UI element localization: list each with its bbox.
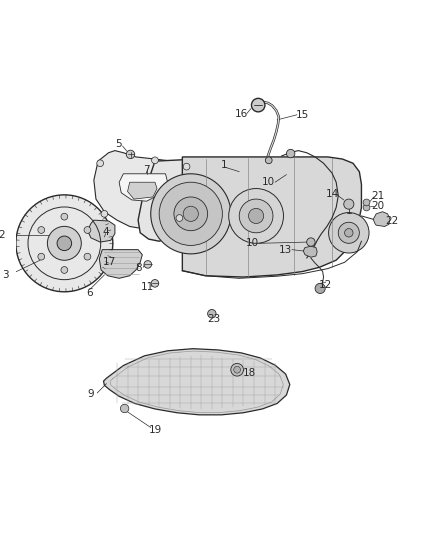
Circle shape [174,197,208,231]
Circle shape [338,222,359,244]
Text: 12: 12 [319,280,332,290]
Circle shape [152,157,158,164]
Circle shape [229,189,283,244]
Circle shape [286,149,295,158]
Circle shape [183,206,198,221]
Circle shape [38,227,45,233]
Circle shape [239,199,273,233]
Text: 14: 14 [325,189,339,199]
Text: 7: 7 [143,165,150,175]
Circle shape [120,405,129,413]
Text: 5: 5 [115,139,122,149]
Polygon shape [119,174,168,201]
Polygon shape [303,246,317,257]
Text: 23: 23 [207,314,221,324]
Text: 1: 1 [221,160,228,171]
Circle shape [315,284,325,294]
Text: 8: 8 [136,263,142,273]
Circle shape [159,182,223,245]
Circle shape [208,310,216,318]
Circle shape [57,236,72,251]
Text: 20: 20 [371,201,384,211]
Text: 4: 4 [102,227,109,237]
Text: 15: 15 [296,110,309,120]
Text: 10: 10 [245,238,258,248]
Polygon shape [182,157,361,277]
Polygon shape [127,182,157,199]
Circle shape [328,213,369,253]
Circle shape [345,229,353,237]
Text: 16: 16 [235,109,248,118]
Polygon shape [94,151,191,229]
Circle shape [176,215,183,221]
Circle shape [251,99,265,112]
Text: 21: 21 [371,191,384,201]
Text: 6: 6 [86,288,93,298]
Circle shape [151,174,231,254]
Circle shape [84,227,91,233]
Circle shape [47,227,81,260]
Text: 11: 11 [140,282,154,292]
Text: 19: 19 [148,425,162,435]
Polygon shape [138,159,203,241]
Circle shape [183,163,190,170]
Polygon shape [373,212,390,227]
Circle shape [97,160,103,167]
Text: 9: 9 [88,389,94,399]
Polygon shape [88,220,115,242]
Circle shape [307,238,315,246]
Text: 17: 17 [103,257,116,267]
Circle shape [363,204,370,211]
Circle shape [61,266,68,273]
Polygon shape [103,349,290,415]
Circle shape [101,211,108,217]
Circle shape [231,364,244,376]
Circle shape [344,199,354,209]
Circle shape [265,157,272,164]
Circle shape [234,366,240,373]
Polygon shape [99,249,142,278]
Text: 18: 18 [243,368,256,378]
Circle shape [363,199,370,206]
Circle shape [84,253,91,260]
Text: 3: 3 [2,270,9,280]
Circle shape [61,213,68,220]
Text: 2: 2 [0,230,4,240]
Text: 13: 13 [279,245,292,255]
Circle shape [151,280,159,287]
Circle shape [126,150,135,159]
Text: 10: 10 [262,177,276,187]
Circle shape [38,253,45,260]
Circle shape [144,261,152,268]
Text: 22: 22 [385,216,399,226]
Circle shape [16,195,113,292]
Circle shape [248,208,264,223]
